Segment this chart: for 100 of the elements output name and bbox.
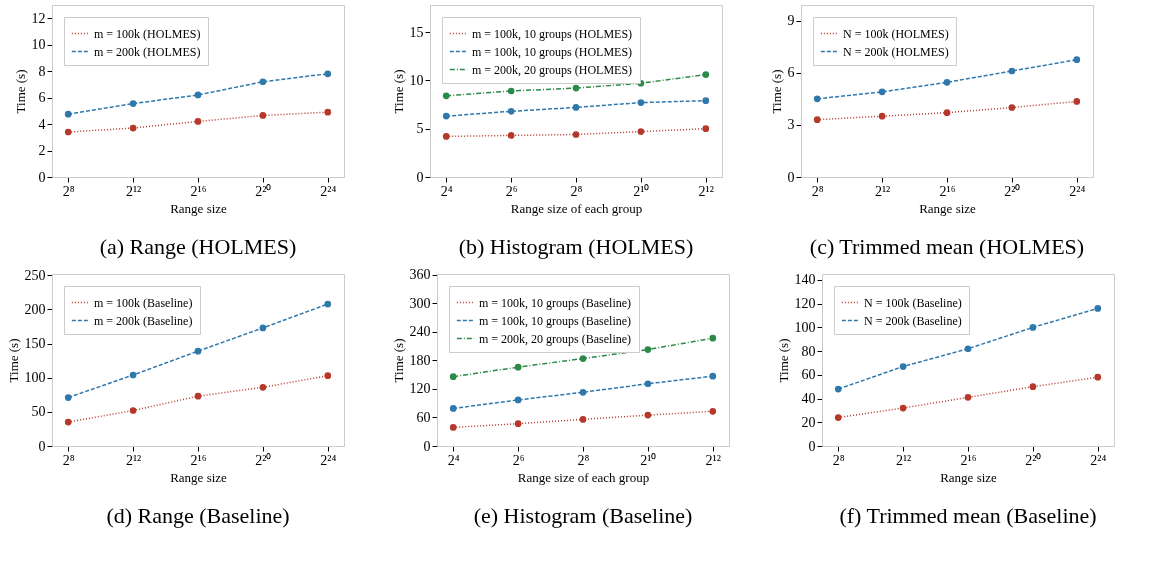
point	[964, 394, 972, 401]
point	[64, 418, 72, 426]
point	[834, 414, 842, 421]
point	[1094, 373, 1102, 381]
point	[943, 109, 951, 117]
x-tick-label: 2¹²	[874, 183, 891, 199]
y-tick-label: 0	[423, 438, 431, 454]
point	[1029, 383, 1037, 391]
point	[702, 97, 710, 105]
point	[324, 70, 332, 78]
x-tick-label: 2¹²	[705, 452, 721, 468]
point	[834, 385, 842, 393]
x-tick-label: 2¹²	[125, 452, 142, 468]
x-axis-title: Range size	[940, 469, 998, 485]
x-tick-label: 2⁴	[440, 183, 453, 199]
legend-label: m = 200k (Baseline)	[94, 313, 193, 328]
y-tick-label: 8	[38, 63, 46, 79]
x-axis-title: Range size	[170, 469, 228, 485]
point	[899, 404, 907, 412]
y-tick-label: 180	[409, 352, 431, 368]
point	[129, 100, 137, 107]
x-tick-label: 2¹⁶	[190, 183, 207, 199]
x-axis-title: Range size of each group	[517, 469, 650, 485]
x-tick-label: 2²⁰	[1025, 452, 1042, 468]
point	[943, 78, 951, 86]
legend-label: m = 200k, 20 groups (HOLMES)	[472, 62, 633, 77]
x-tick-label: 2⁸	[62, 183, 75, 199]
text: (e) Histogram (Baseline)	[473, 503, 693, 528]
y-tick-label: 360	[409, 267, 431, 283]
y-tick-label: 0	[787, 169, 795, 185]
legend-label: m = 100k (HOLMES)	[94, 26, 201, 41]
y-tick-label: 6	[38, 90, 46, 106]
point	[702, 125, 710, 133]
y-tick-label: 300	[409, 295, 431, 311]
y-tick-label: 3	[787, 117, 795, 133]
legend-label: m = 100k (Baseline)	[94, 295, 193, 310]
y-axis-title: Time (s)	[12, 69, 28, 114]
legend-label: N = 200k (Baseline)	[864, 313, 962, 328]
x-tick-label: 2²⁴	[320, 452, 337, 468]
y-tick-label: 80	[801, 343, 816, 359]
y-tick-label: 250	[24, 267, 46, 283]
point	[579, 388, 587, 396]
x-tick-label: 2²⁰	[255, 183, 272, 199]
point	[637, 128, 645, 135]
x-tick-label: 2⁸	[570, 183, 583, 199]
point	[259, 78, 267, 86]
point	[449, 405, 457, 412]
point	[194, 392, 202, 400]
x-tick-label: 2⁸	[577, 452, 590, 468]
y-axis-title: Time (s)	[5, 338, 21, 383]
y-tick-label: 9	[787, 13, 795, 29]
x-tick-label: 2¹⁶	[939, 183, 956, 199]
y-tick-label: 20	[801, 414, 816, 430]
y-tick-label: 50	[31, 404, 46, 420]
x-tick-label: 2¹⁰	[640, 452, 657, 468]
x-axis-title: Range size of each group	[510, 200, 643, 216]
point	[129, 407, 137, 414]
y-tick-label: 15	[409, 24, 424, 40]
text: (c) Trimmed mean (HOLMES)	[809, 234, 1085, 259]
y-axis-title: Time (s)	[775, 338, 791, 383]
y-tick-label: 40	[801, 391, 816, 407]
x-axis-title: Range size	[170, 200, 228, 216]
y-axis-title: Time (s)	[390, 338, 406, 383]
point	[324, 108, 332, 116]
x-tick-label: 2²⁴	[1090, 452, 1107, 468]
legend-label: m = 100k, 10 groups (HOLMES)	[472, 26, 633, 41]
point	[64, 110, 72, 118]
point	[709, 407, 717, 415]
point	[259, 383, 267, 391]
point	[194, 347, 202, 355]
x-tick-label: 2¹²	[895, 452, 912, 468]
point	[572, 131, 580, 138]
point	[324, 300, 332, 308]
y-tick-label: 100	[24, 370, 46, 386]
point	[644, 346, 652, 353]
x-tick-label: 2²⁴	[320, 183, 337, 199]
y-tick-label: 0	[38, 438, 46, 454]
x-tick-label: 2²⁴	[1069, 183, 1086, 199]
y-tick-label: 12	[31, 10, 46, 26]
y-tick-label: 10	[31, 37, 46, 53]
legend-label: m = 200k (HOLMES)	[94, 44, 201, 59]
point	[507, 107, 515, 115]
point	[579, 355, 587, 362]
x-tick-label: 2¹⁶	[190, 452, 207, 468]
point	[878, 112, 886, 120]
point	[442, 112, 450, 120]
x-tick-label: 2²⁰	[1004, 183, 1021, 199]
point	[702, 71, 710, 78]
y-tick-label: 0	[808, 438, 816, 454]
y-tick-label: 100	[794, 319, 816, 335]
x-tick-label: 2¹⁰	[633, 183, 650, 199]
point	[442, 92, 450, 100]
point	[709, 372, 717, 380]
y-tick-label: 10	[409, 72, 424, 88]
point	[449, 373, 457, 380]
point	[1094, 305, 1102, 312]
x-tick-label: 2¹²	[698, 183, 714, 199]
legend-label: N = 100k (HOLMES)	[843, 26, 949, 41]
point	[194, 91, 202, 99]
legend-label: N = 200k (HOLMES)	[843, 44, 949, 59]
